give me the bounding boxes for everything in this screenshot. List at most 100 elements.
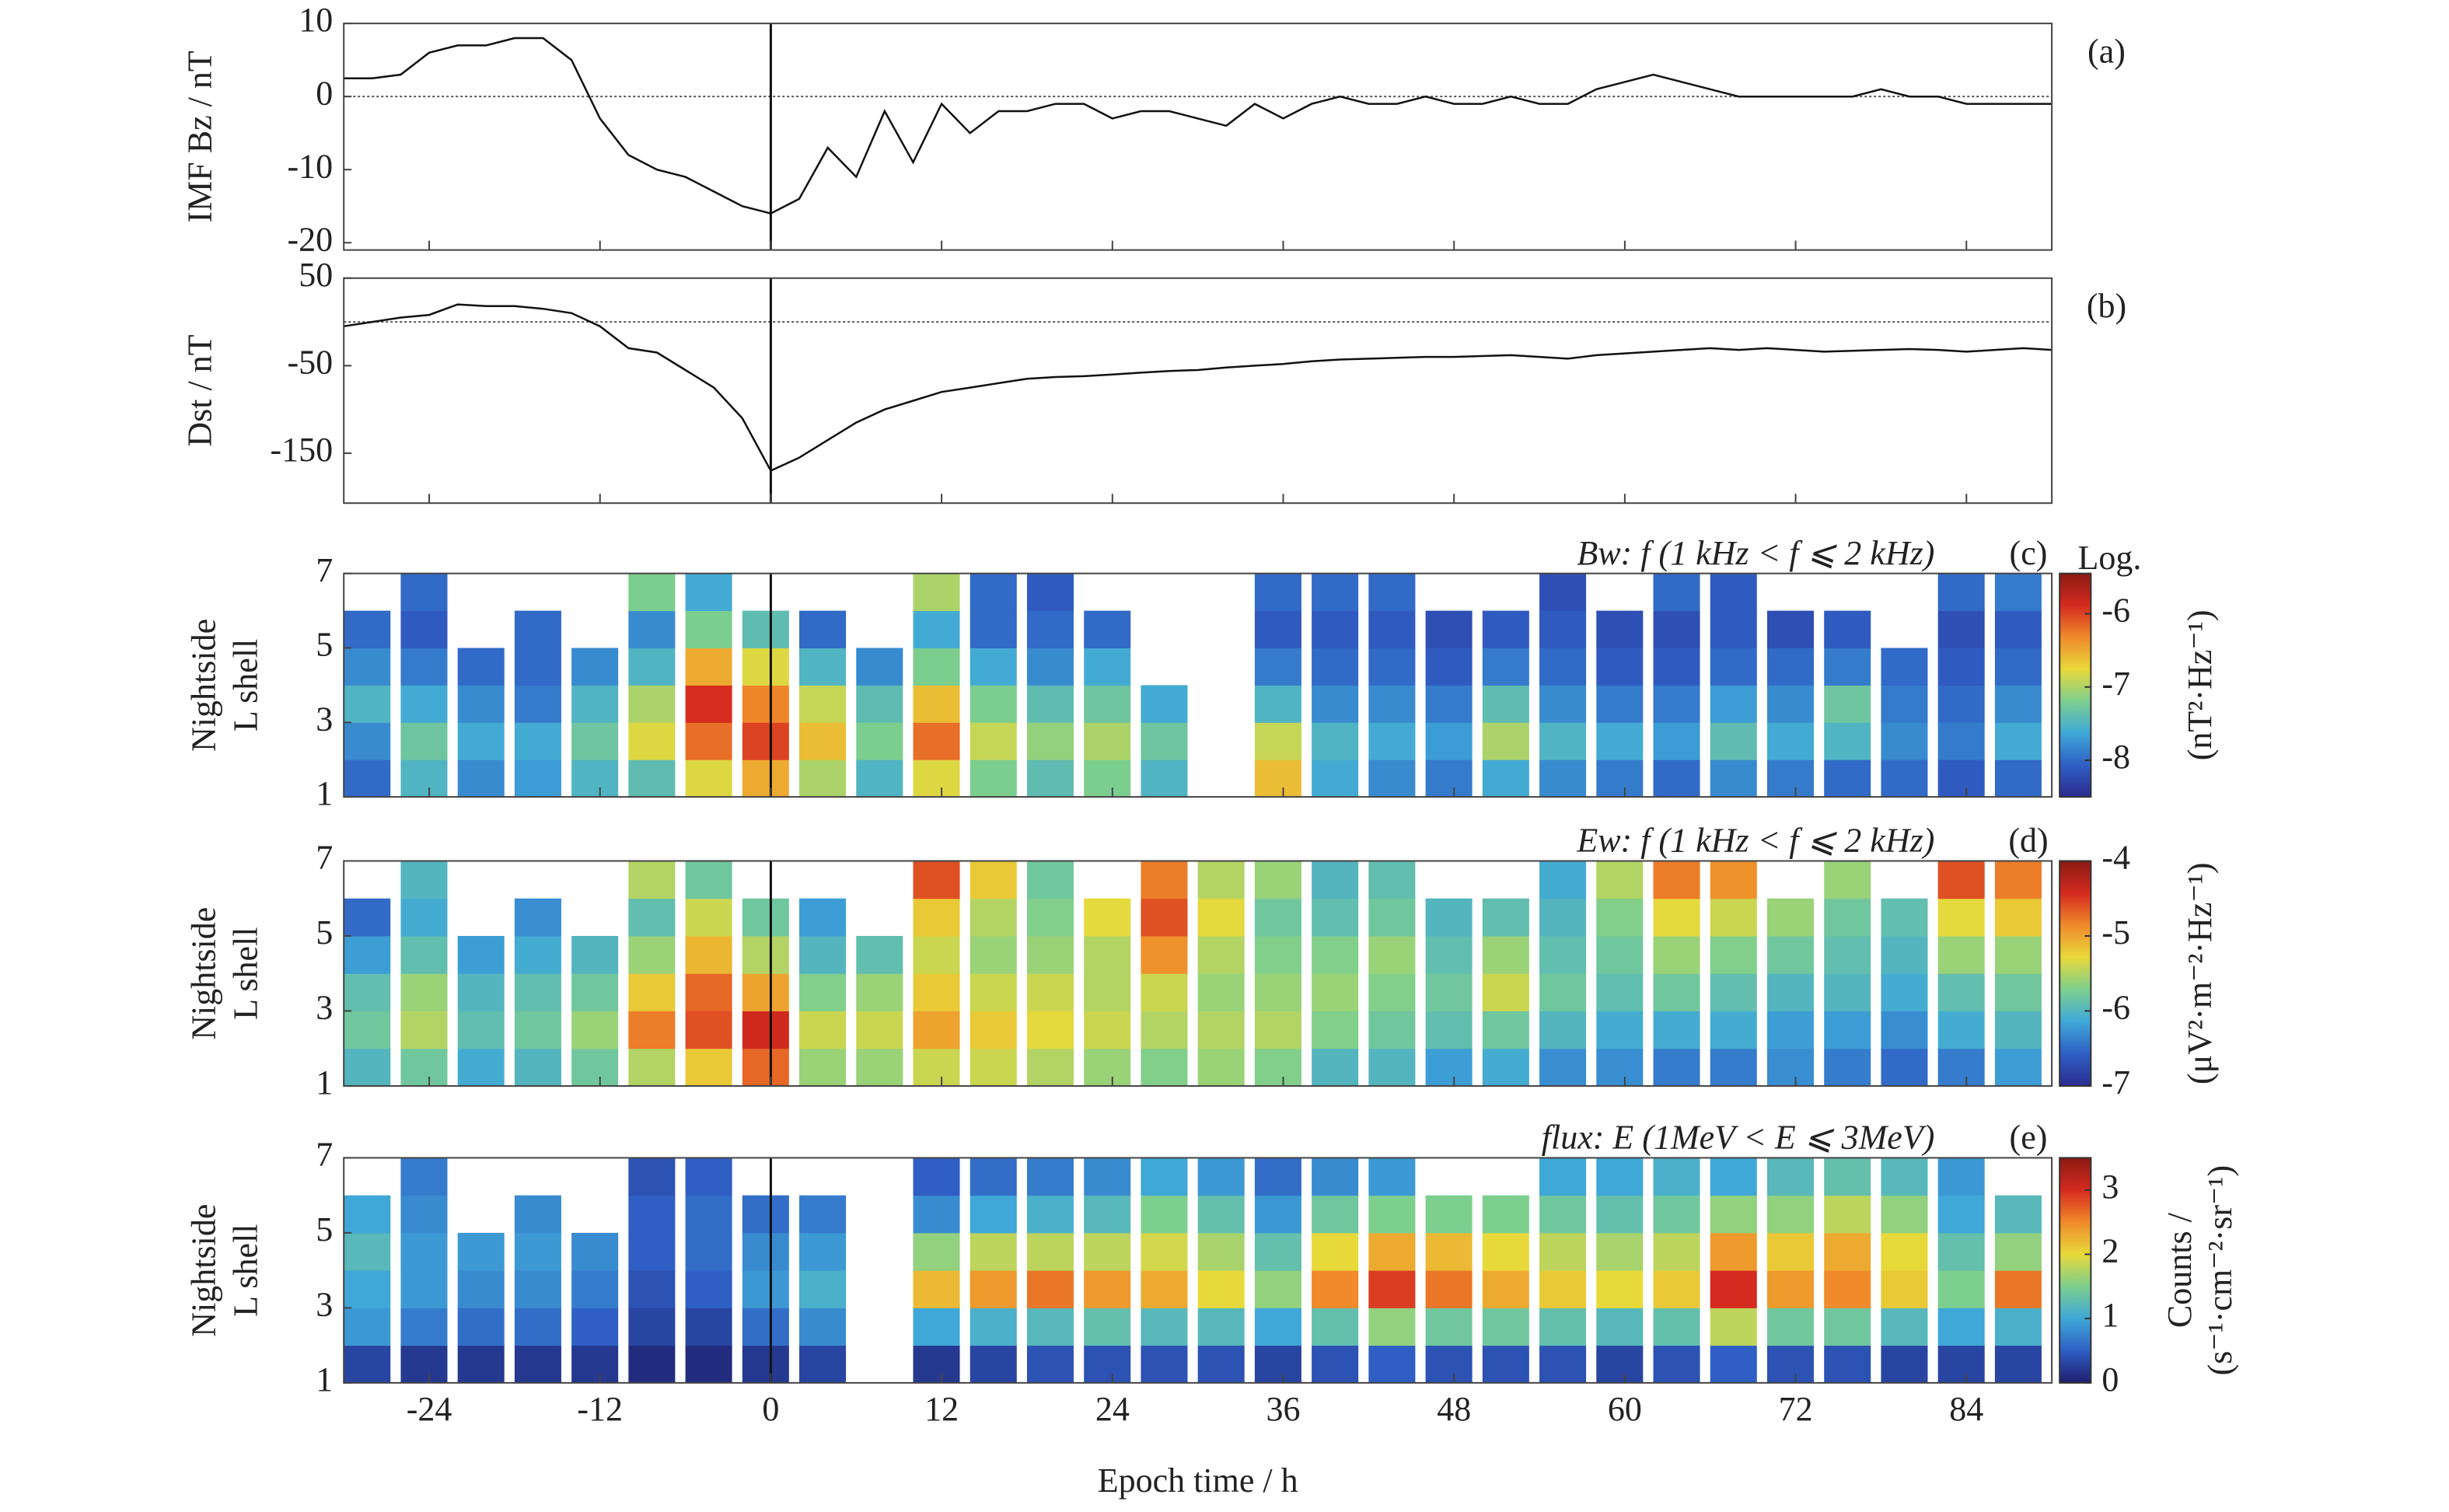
heatmap-cell [1425,759,1473,798]
heatmap-cell [514,1232,561,1271]
heatmap-cell [1141,1048,1188,1087]
heatmap-cell [799,648,847,686]
heatmap-cell [628,935,676,974]
heatmap-cell [1312,685,1359,723]
heatmap-cell [344,759,391,798]
heatmap-cell [344,1345,391,1384]
heatmap-cell [1084,1011,1131,1049]
heatmap-cell [400,1195,448,1234]
heatmap-cell [344,648,391,686]
heatmap-cell [1539,861,1587,899]
colorbar [2059,572,2092,798]
heatmap-cell [1994,1195,2042,1234]
heatmap-cell [685,610,732,648]
heatmap-cell [969,1011,1017,1049]
heatmap-cell [685,722,732,760]
heatmap-cell [514,1048,561,1087]
heatmap-cell [514,1308,561,1346]
panel-label: (e) [2010,1119,2048,1157]
heatmap-cell [969,573,1017,612]
heatmap-cell [1653,648,1700,686]
y-tick-label: 1 [316,774,333,812]
heatmap-cell [1539,759,1587,798]
heatmap-cell [628,1232,676,1271]
heatmap-cell [1197,898,1245,937]
heatmap-cell [1141,1195,1188,1234]
heatmap-cell [1710,722,1757,760]
heatmap-cell [1254,1011,1301,1049]
heatmap-cell [685,1011,732,1049]
heatmap-cell [400,685,448,723]
heatmap-cell [1197,973,1245,1011]
heatmap-cell [685,1308,732,1346]
heatmap-cell [969,1232,1017,1271]
heatmap-cell [1539,1158,1587,1196]
line [344,37,2052,215]
heatmap-cell [1312,935,1359,974]
heatmap-cell [1596,610,1644,648]
heatmap-cell [1710,1308,1757,1346]
heatmap-cell [1084,1308,1131,1346]
heatmap-cell [400,573,448,612]
heatmap-cell [799,935,847,974]
heatmap-cell [1937,573,1985,612]
heatmap-cell [1084,1232,1131,1271]
heatmap-cell [1368,1195,1416,1234]
heatmap-cell [1937,861,1985,899]
heatmap-cell [400,610,448,648]
x-axis-label: Epoch time / h [1098,1461,1298,1500]
heatmap-cell [1539,1195,1587,1234]
heatmap-cell [969,935,1017,974]
heatmap-cell [742,722,789,760]
heatmap-cell [344,1270,391,1308]
heatmap-cell [1254,1270,1301,1308]
heatmap-cell [1539,685,1587,723]
heatmap-cell [344,1048,391,1087]
heatmap-cell [913,898,960,937]
heatmap-cell [1254,610,1301,648]
heatmap-cell [1596,935,1644,974]
heatmap-cell [1254,973,1301,1011]
heatmap-cell [1824,1158,1871,1196]
heatmap-cell [1539,1232,1587,1271]
heatmap-cell [913,1048,960,1087]
heatmap-cell [400,1270,448,1308]
heatmap-cell [856,935,903,974]
heatmap-cell [1539,1345,1587,1384]
heatmap-cell [1653,1048,1700,1087]
heatmap-cell [514,1011,561,1049]
colorbar-title: Log. [2078,539,2142,577]
x-tick-label: -24 [407,1390,452,1428]
heatmap-cell [344,1011,391,1049]
heatmap-cell [1026,1345,1074,1384]
heatmap-cell [457,1011,505,1049]
panel-label: (a) [2087,32,2126,70]
heatmap-cell [913,1158,960,1196]
heatmap-cell [1710,1270,1757,1308]
panel-label: (d) [2008,822,2048,860]
heatmap-cell [1937,935,1985,974]
heatmap-cell [913,610,960,648]
heatmap-cell [1766,1195,1815,1234]
heatmap-cell [457,685,505,723]
heatmap-cell [514,610,561,648]
x-tick-label: 48 [1437,1390,1471,1428]
heatmap-cell [344,1232,391,1271]
heatmap-cell [1937,759,1985,798]
heatmap-cell [1141,898,1188,937]
heatmap-cell [1766,648,1815,686]
heatmap-cell [1425,898,1473,937]
heatmap-cell [685,648,732,686]
heatmap-cell [1766,685,1815,723]
heatmap-cell [571,1232,619,1271]
heatmap-cell [969,1345,1017,1384]
heatmap-cell [1425,722,1473,760]
heatmap-cell [344,722,391,760]
heatmap-cell [400,1308,448,1346]
y-tick-label: -50 [288,343,334,381]
heatmap-cell [1596,973,1644,1011]
heatmap-cell [1881,935,1928,974]
heatmap-cell [457,1232,505,1271]
heatmap-cell [913,861,960,899]
heatmap-cell [913,1232,960,1271]
